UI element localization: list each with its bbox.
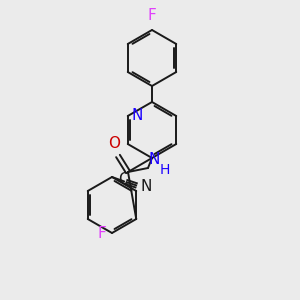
Text: F: F [97,226,106,241]
Text: N: N [141,179,152,194]
Text: C: C [118,172,129,187]
Text: H: H [160,163,170,177]
Text: N: N [149,152,160,167]
Text: N: N [132,107,143,122]
Text: O: O [108,136,120,151]
Text: F: F [148,8,156,23]
